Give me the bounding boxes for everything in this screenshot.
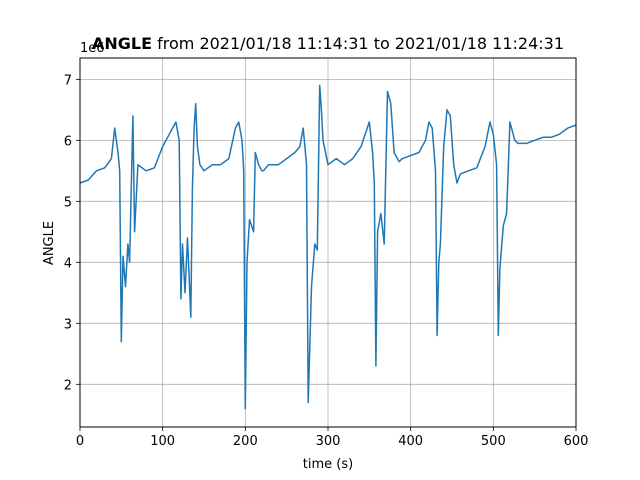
angle-series-line (79, 84, 577, 410)
tick-layer: 0 100 200 300 400 500 600 2 3 4 5 6 7 (64, 73, 589, 449)
y-tick-label: 5 (64, 195, 72, 210)
x-tick-label: 600 (564, 434, 589, 449)
y-offset-label: 1e6 (80, 41, 105, 56)
y-tick-label: 2 (64, 378, 72, 393)
chart-title: ANGLE from 2021/01/18 11:14:31 to 2021/0… (92, 34, 564, 53)
chart-title-rest: from 2021/01/18 11:14:31 to 2021/01/18 1… (152, 34, 564, 53)
y-tick-label: 7 (64, 73, 72, 88)
y-tick-label: 3 (64, 317, 72, 332)
series-layer (79, 84, 577, 410)
chart-title-bold: ANGLE (92, 34, 152, 53)
y-axis-title: ANGLE (42, 221, 57, 265)
y-tick-label: 6 (64, 134, 72, 149)
x-tick-label: 500 (481, 434, 506, 449)
x-tick-label: 300 (316, 434, 341, 449)
x-tick-label: 400 (398, 434, 423, 449)
x-tick-label: 200 (233, 434, 258, 449)
x-tick-label: 100 (150, 434, 175, 449)
x-tick-label: 0 (76, 434, 84, 449)
y-tick-label: 4 (64, 256, 72, 271)
x-axis-title: time (s) (303, 457, 353, 472)
